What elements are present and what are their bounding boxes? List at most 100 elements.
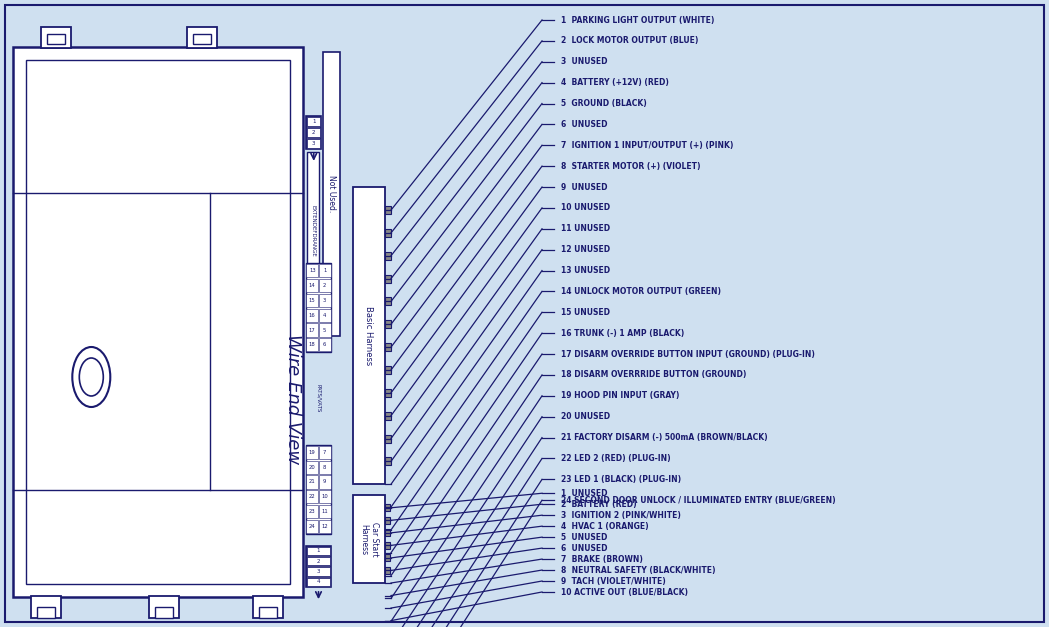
FancyBboxPatch shape [319,324,330,337]
Text: 18 DISARM OVERRRIDE BUTTON (GROUND): 18 DISARM OVERRRIDE BUTTON (GROUND) [561,371,747,379]
Text: 9  TACH (VIOLET/WHITE): 9 TACH (VIOLET/WHITE) [561,577,666,586]
Text: 14: 14 [308,283,316,288]
FancyBboxPatch shape [385,366,391,374]
FancyBboxPatch shape [306,520,318,533]
FancyBboxPatch shape [259,607,277,618]
Text: 14 UNLOCK MOTOR OUTPUT (GREEN): 14 UNLOCK MOTOR OUTPUT (GREEN) [561,287,721,296]
FancyBboxPatch shape [306,294,318,307]
Text: 10: 10 [321,494,328,499]
Text: 5: 5 [323,327,326,332]
Text: 16: 16 [308,313,316,318]
FancyBboxPatch shape [385,206,391,214]
FancyBboxPatch shape [323,52,341,335]
Text: 3: 3 [323,298,326,303]
FancyBboxPatch shape [306,545,331,587]
FancyBboxPatch shape [385,435,391,443]
FancyBboxPatch shape [306,338,318,352]
Text: 6: 6 [323,342,326,347]
FancyBboxPatch shape [319,264,330,278]
Text: 6  UNUSED: 6 UNUSED [561,120,607,129]
Text: 12 UNUSED: 12 UNUSED [561,245,611,254]
Text: 1  UNUSED: 1 UNUSED [561,489,607,498]
FancyBboxPatch shape [306,264,318,278]
FancyBboxPatch shape [47,34,65,44]
FancyBboxPatch shape [306,263,331,352]
Text: 1: 1 [312,119,316,124]
FancyBboxPatch shape [31,596,61,618]
FancyBboxPatch shape [319,461,330,474]
Text: 5  UNUSED: 5 UNUSED [561,533,607,542]
FancyBboxPatch shape [385,297,391,305]
Text: 22: 22 [308,494,316,499]
Text: 3  IGNITION 2 (PINK/WHITE): 3 IGNITION 2 (PINK/WHITE) [561,511,681,520]
Text: 1  PARKING LIGHT OUTPUT (WHITE): 1 PARKING LIGHT OUTPUT (WHITE) [561,16,714,24]
Text: 8  STARTER MOTOR (+) (VIOLET): 8 STARTER MOTOR (+) (VIOLET) [561,162,701,171]
FancyBboxPatch shape [187,27,217,48]
Text: 16 TRUNK (-) 1 AMP (BLACK): 16 TRUNK (-) 1 AMP (BLACK) [561,329,684,338]
Text: 24: 24 [308,524,316,529]
FancyBboxPatch shape [319,294,330,307]
FancyBboxPatch shape [253,596,283,618]
FancyBboxPatch shape [385,517,390,524]
Text: 22 LED 2 (RED) (PLUG-IN): 22 LED 2 (RED) (PLUG-IN) [561,454,670,463]
Text: 19: 19 [308,450,316,455]
Text: 13: 13 [309,268,316,273]
Text: 2: 2 [317,559,320,564]
FancyBboxPatch shape [193,34,211,44]
Text: 21 FACTORY DISARM (-) 500mA (BROWN/BLACK): 21 FACTORY DISARM (-) 500mA (BROWN/BLACK… [561,433,768,442]
Text: 11 UNUSED: 11 UNUSED [561,224,611,233]
FancyBboxPatch shape [319,475,330,488]
Text: 4  BATTERY (+12V) (RED): 4 BATTERY (+12V) (RED) [561,78,669,87]
Text: Basic Harness: Basic Harness [364,306,373,366]
FancyBboxPatch shape [319,338,330,352]
FancyBboxPatch shape [385,320,391,329]
Text: 2  BATTERY (RED): 2 BATTERY (RED) [561,500,637,508]
FancyBboxPatch shape [385,529,390,536]
FancyBboxPatch shape [385,229,391,237]
FancyBboxPatch shape [307,128,321,137]
Text: EXTENDEFDRANGE: EXTENDEFDRANGE [311,206,316,257]
FancyBboxPatch shape [354,495,385,583]
FancyBboxPatch shape [385,412,391,419]
Text: 8: 8 [323,465,326,470]
Text: 1: 1 [317,548,320,553]
Text: 19 HOOD PIN INPUT (GRAY): 19 HOOD PIN INPUT (GRAY) [561,391,680,401]
Text: 18: 18 [308,342,316,347]
Text: 17: 17 [308,327,316,332]
Text: 7: 7 [323,450,326,455]
Text: 15: 15 [308,298,316,303]
Text: PATS/VATS: PATS/VATS [316,384,321,413]
FancyBboxPatch shape [41,27,71,48]
FancyBboxPatch shape [306,324,318,337]
FancyBboxPatch shape [307,139,321,148]
Text: 4: 4 [323,313,326,318]
Text: 20: 20 [308,465,316,470]
Text: 15 UNUSED: 15 UNUSED [561,308,611,317]
FancyBboxPatch shape [306,308,318,322]
Text: 23 LED 1 (BLACK) (PLUG-IN): 23 LED 1 (BLACK) (PLUG-IN) [561,475,681,484]
FancyBboxPatch shape [306,445,331,534]
FancyBboxPatch shape [307,567,330,576]
FancyBboxPatch shape [306,505,318,518]
Text: 23: 23 [309,509,316,514]
Ellipse shape [72,347,110,407]
FancyBboxPatch shape [306,490,318,503]
Text: 6  UNUSED: 6 UNUSED [561,544,607,552]
FancyBboxPatch shape [319,446,330,459]
Text: 10 UNUSED: 10 UNUSED [561,203,611,213]
FancyBboxPatch shape [385,458,391,465]
Text: 2: 2 [323,283,326,288]
FancyBboxPatch shape [13,47,303,597]
FancyBboxPatch shape [306,116,321,149]
FancyBboxPatch shape [319,279,330,292]
Text: 4  HVAC 1 (ORANGE): 4 HVAC 1 (ORANGE) [561,522,648,530]
FancyBboxPatch shape [307,547,330,555]
FancyBboxPatch shape [307,117,321,126]
FancyBboxPatch shape [37,607,55,618]
FancyBboxPatch shape [149,596,179,618]
FancyBboxPatch shape [306,446,318,459]
FancyBboxPatch shape [26,60,290,584]
Text: 2  LOCK MOTOR OUTPUT (BLUE): 2 LOCK MOTOR OUTPUT (BLUE) [561,36,699,45]
FancyBboxPatch shape [319,308,330,322]
Text: 2: 2 [312,130,316,135]
